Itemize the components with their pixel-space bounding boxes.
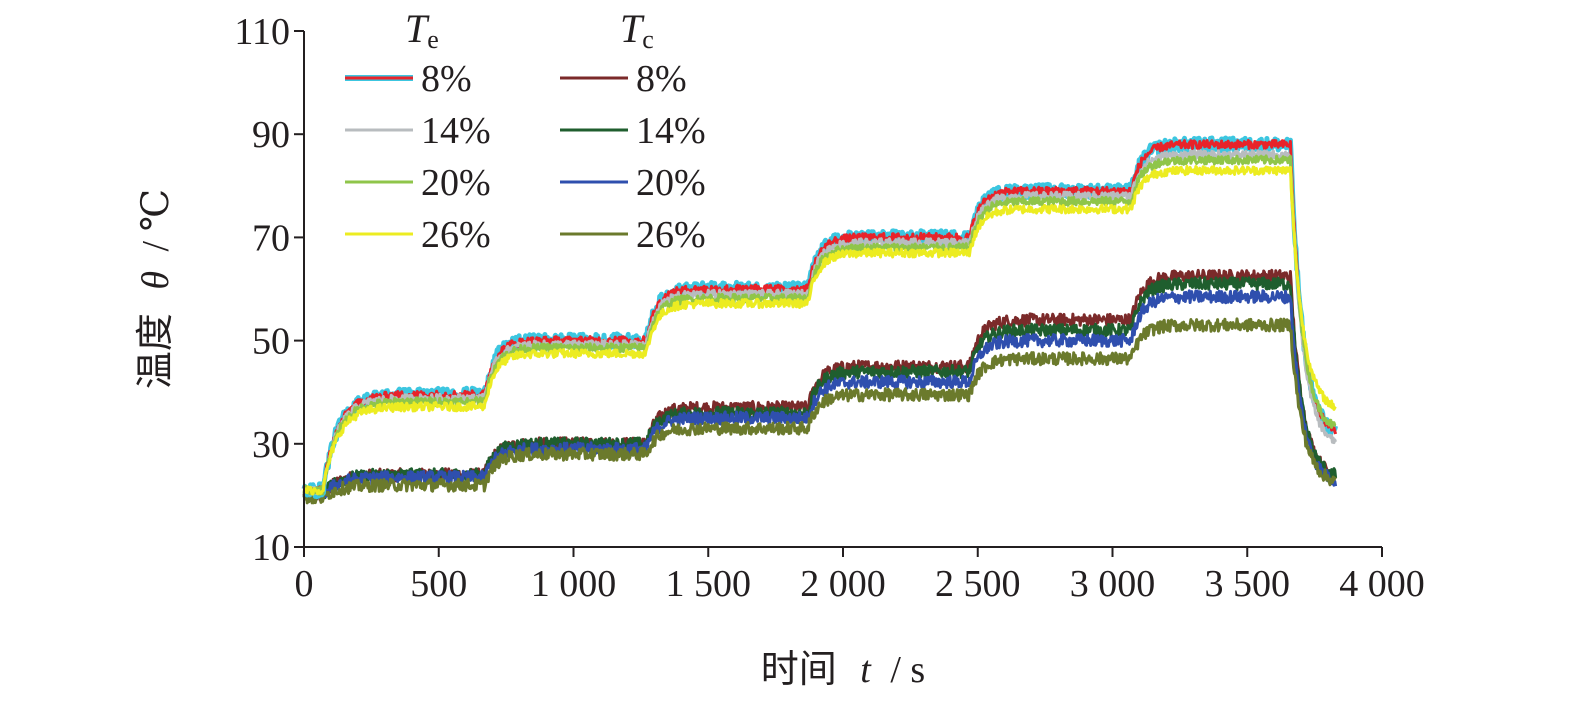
x-tick-label: 500 — [410, 563, 467, 605]
series-line-tc-26- — [302, 317, 1337, 505]
legend-header-te: Te — [405, 6, 439, 54]
x-axis-title: 时间 t / s — [761, 649, 925, 691]
series-line-te-20- — [302, 154, 1337, 496]
legend-label-te-26-: 26% — [421, 214, 491, 256]
y-tick-label: 110 — [234, 11, 290, 53]
legend-label-te-14-: 14% — [421, 110, 491, 152]
legend-label-tc-8-: 8% — [636, 58, 687, 100]
x-tick-label: 1 500 — [666, 563, 752, 605]
y-axis-title-symbol: θ — [135, 271, 177, 290]
x-tick-label: 3 000 — [1070, 563, 1156, 605]
y-axis-title: 温度 θ / ℃ — [135, 189, 177, 389]
y-tick-label: 50 — [252, 321, 290, 363]
y-axis-title-prefix: 温度 — [135, 313, 177, 389]
legend-label-te-20-: 20% — [421, 162, 491, 204]
x-axis-title-symbol: t — [860, 649, 872, 691]
y-ticks: 10 30 50 70 90 110 — [234, 11, 304, 569]
series-layer — [301, 135, 1339, 505]
x-axis-title-unit: / s — [890, 649, 925, 691]
legend-label-tc-26-: 26% — [636, 214, 706, 256]
legend-label-tc-20-: 20% — [636, 162, 706, 204]
x-axis-title-prefix: 时间 — [761, 649, 837, 691]
y-axis-title-unit: / ℃ — [135, 189, 177, 252]
x-tick-label: 2 500 — [935, 563, 1021, 605]
y-tick-label: 10 — [252, 527, 290, 569]
legend: Te8%14%20%26%Tc8%14%20%26% — [345, 6, 706, 256]
x-tick-label: 0 — [295, 563, 314, 605]
axes: 10 30 50 70 90 110 0 500 1 000 1 500 2 000 2 500 3 … — [234, 11, 1424, 605]
x-tick-label: 3 500 — [1205, 563, 1291, 605]
y-tick-label: 70 — [252, 217, 290, 259]
x-tick-label: 2 000 — [800, 563, 886, 605]
legend-header-tc: Tc — [620, 6, 654, 54]
series-line-tc-14- — [302, 276, 1338, 503]
x-ticks: 0 500 1 000 1 500 2 000 2 500 3 000 3 500 4 000 — [295, 547, 1425, 605]
x-tick-label: 1 000 — [531, 563, 617, 605]
y-tick-label: 30 — [252, 424, 290, 466]
y-tick-label: 90 — [252, 114, 290, 156]
legend-label-te-8-: 8% — [421, 58, 472, 100]
series-line-tc-20- — [302, 289, 1338, 503]
x-tick-label: 4 000 — [1339, 563, 1425, 605]
series-line-te-26- — [302, 164, 1337, 496]
legend-label-tc-14-: 14% — [636, 110, 706, 152]
